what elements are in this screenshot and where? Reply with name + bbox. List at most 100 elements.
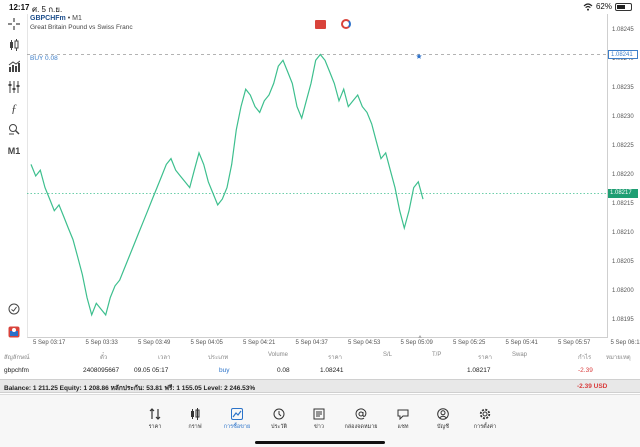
row-price-current: 1.08217 [467,367,491,374]
price-tick-label: 1.08215 [612,200,634,207]
total-profit-value: -2.39 [577,383,592,390]
tab-settings[interactable]: การตั้งค่า [464,408,506,431]
time-tick-label: 5 Sep 03:17 [33,340,66,346]
chat-icon [397,409,409,420]
col-profit: กำไร [578,355,592,361]
tab-label: แชท [397,424,409,430]
price-chart [27,53,608,338]
tab-quotes[interactable]: ราคา [134,408,176,431]
col-ticket: ตั๋ว [100,355,108,361]
account-icon [437,408,449,420]
scroll-marker-icon [418,335,422,338]
trade-icon [231,408,243,420]
buy-star-icon [416,53,422,59]
time-tick-label: 5 Sep 04:53 [348,340,381,346]
crosshair-icon[interactable] [6,17,22,31]
history-icon [273,408,285,420]
col-type: ประเภท [208,355,229,361]
tab-mailbox[interactable]: กล่องจดหมาย [340,408,382,431]
tab-label: กล่องจดหมาย [344,424,378,430]
time-axis: 5 Sep 03:17 5 Sep 03:33 5 Sep 03:49 5 Sep 0… [27,339,640,349]
price-tick-label: 1.08210 [612,229,634,236]
price-tick-label: 1.08230 [612,114,634,121]
symbol-title: GBPCHFm • M1 [30,15,82,22]
price-tick-label: 1.08240 [612,56,634,62]
timeframe-button[interactable]: M1 [7,146,21,156]
total-profit: -2.39 USD [577,383,607,390]
buy-price-badge: 1.08241 [608,50,638,59]
row-profit: -2.39 [578,367,593,374]
tab-chat[interactable]: แชท [382,408,424,431]
tab-news[interactable]: ข่าว [298,408,340,431]
col-tp: T/P [432,352,442,358]
row-type: buy [219,367,230,374]
time-tick-label: 5 Sep 05:57 [558,340,591,346]
time-tick-label: 5 Sep 04:05 [190,340,223,346]
price-series-line [30,53,424,317]
tab-label: การซื้อขาย [223,424,251,430]
tab-label: ราคา [148,424,162,430]
mailbox-icon [355,408,367,420]
quotes-icon [149,408,161,420]
col-sl: S/L [383,352,393,358]
tab-chart[interactable]: กราฟ [174,408,216,431]
zoom-icon[interactable] [6,302,22,316]
time-tick-label: 5 Sep 05:41 [505,340,538,346]
one-click-trading-icon[interactable] [6,325,22,339]
battery-percent: 62% [595,2,612,11]
time-tick-label: 5 Sep 06:13 [610,340,640,346]
current-price-badge: 1.08217 [608,188,638,198]
price-tick-label: 1.08235 [612,85,634,92]
price-tick-label: 1.08220 [612,172,634,178]
price-tick-label: 1.08205 [612,258,634,265]
wifi-icon [583,2,593,11]
indicators-icon[interactable] [6,59,22,73]
col-swap: Swap [512,352,528,358]
balance-bar: Balance: 1 211.25 Equity: 1 208.86 หลักป… [0,379,640,393]
row-symbol: gbpchfm [4,367,29,374]
drawing-icon[interactable] [6,122,22,136]
clock: 12:17 [9,3,30,12]
time-tick-label: 5 Sep 05:25 [453,340,486,346]
price-tick-label: 1.08200 [612,287,634,294]
col-comment: หมายเหตุ [606,355,631,361]
battery-icon [615,2,632,11]
settings-icon [479,408,491,420]
col-time: เวลา [158,355,171,361]
time-tick-label: 5 Sep 03:33 [85,340,118,346]
depth-of-market-icon[interactable] [341,19,351,29]
price-tick-label: 1.08225 [612,143,634,150]
col-price-current: ราคา [478,355,492,361]
price-axis: 1.08245 1.08240 1.08235 1.08230 1.08225 1.082… [608,14,640,338]
chart-type-icon[interactable] [6,38,22,52]
news-icon [313,408,325,420]
status-right: 62% [583,2,632,11]
buy-line-label: BUY 0.08 [30,55,58,62]
col-symbol: สัญลักษณ์ [4,355,30,361]
tab-history[interactable]: ประวัติ [258,408,300,431]
time-tick-label: 5 Sep 04:21 [243,340,276,346]
date: ศ. 5 ก.ย. [32,5,63,14]
function-icon[interactable]: ƒ [11,100,17,115]
col-volume: Volume [268,352,289,358]
tab-trade[interactable]: การซื้อขาย [216,408,258,431]
objects-icon[interactable] [6,80,22,94]
status-bar: 12:17 ศ. 5 ก.ย. 62% [0,0,640,14]
row-ticket: 2408095667 [83,367,120,374]
tab-label: ประวัติ [270,424,288,430]
symbol-description: Great Britain Pound vs Swiss Franc [30,24,133,31]
row-time: 09.05 05:17 [134,367,169,374]
chart-icon [191,408,200,420]
time-tick-label: 5 Sep 03:49 [138,340,171,346]
balance-text: Balance: 1 211.25 Equity: 1 208.86 หลักป… [4,385,256,392]
quick-trade-flag-icon[interactable] [315,20,326,29]
home-indicator [255,441,385,444]
symbol-name: GBPCHFm [30,15,66,22]
price-tick-label: 1.08195 [612,316,634,323]
tab-label: บัญชี [437,424,449,430]
chart-area[interactable] [27,14,608,338]
col-price-open: ราคา [328,355,342,361]
tab-account[interactable]: บัญชี [422,408,464,431]
row-price-open: 1.08241 [320,367,344,374]
chart-toolbar: ƒ M1 [0,14,27,344]
